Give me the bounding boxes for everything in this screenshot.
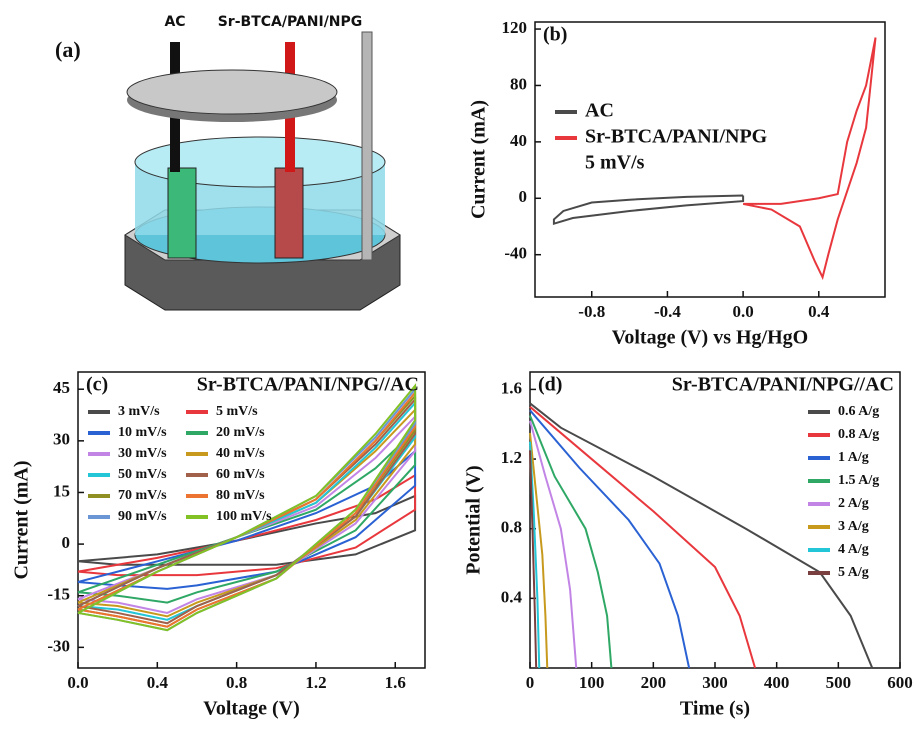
legend-label: 80 mV/s [216, 488, 265, 503]
y-tick-label: 1.2 [501, 448, 522, 467]
x-axis-label: Voltage (V) [203, 698, 299, 720]
y-tick-label: 45 [53, 378, 70, 397]
lid [126, 69, 338, 115]
y-axis-label: Current (mA) [11, 460, 33, 579]
x-tick-label: 0.4 [808, 302, 830, 321]
panel: -0.8 -0.4 0.0 0.4 -40 0 40 80 120 Voltage (V) vs … [468, 18, 886, 349]
series-line [529, 432, 549, 669]
legend-label: 0.6 A/g [838, 404, 879, 419]
x-tick-label: 300 [702, 673, 728, 692]
y-tick-label: 0.8 [501, 518, 522, 537]
series-line [529, 406, 757, 669]
chart-title: Sr-BTCA/PANI/NPG//AC [672, 374, 894, 396]
series-line [77, 448, 417, 590]
y-tick-label: 80 [510, 74, 527, 93]
legend-label: 20 mV/s [216, 425, 265, 440]
electrode-composite [274, 167, 304, 259]
x-tick-label: 0.0 [67, 673, 88, 692]
plot-frame [534, 21, 886, 298]
x-tick-label: -0.4 [654, 302, 681, 321]
series-line [529, 420, 578, 669]
x-tick-label: 1.6 [385, 673, 406, 692]
legend-label: 40 mV/s [216, 446, 265, 461]
series-line [529, 402, 874, 669]
y-tick-label: -15 [47, 585, 70, 604]
reference-electrode [361, 31, 373, 261]
x-tick-label: 400 [764, 673, 790, 692]
series-line [529, 415, 613, 669]
series-line [742, 37, 877, 281]
panel: 0.0 0.4 0.8 1.2 1.6 -30 -15 0 15 30 45 Voltage (V) C… [11, 371, 426, 720]
legend-label: 90 mV/s [118, 509, 167, 524]
series-line [552, 194, 745, 226]
legend-label: 1 A/g [838, 450, 869, 465]
panel-label: (b) [543, 24, 567, 46]
chart-title: Sr-BTCA/PANI/NPG//AC [197, 374, 419, 396]
legend-label: 3 A/g [838, 519, 869, 534]
panel-label: (a) [55, 37, 81, 62]
legend-label: Sr-BTCA/PANI/NPG [585, 126, 768, 148]
legend-label: AC [585, 100, 614, 122]
x-tick-label: 0 [526, 673, 535, 692]
x-tick-label: 0.4 [147, 673, 169, 692]
legend-label: 5 A/g [838, 565, 869, 580]
y-tick-label: 1.6 [501, 378, 522, 397]
series-line [529, 409, 691, 669]
legend-label: 3 mV/s [118, 404, 160, 419]
x-tick-label: 500 [826, 673, 852, 692]
annotation: 5 mV/s [585, 152, 645, 174]
y-tick-label: 0.4 [501, 587, 523, 606]
y-tick-label: 120 [502, 18, 528, 37]
panel-label: (d) [538, 374, 562, 396]
electrode-label: Sr-BTCA/PANI/NPG [218, 14, 363, 30]
y-tick-label: 30 [53, 430, 70, 449]
legend-label: 60 mV/s [216, 467, 265, 482]
y-tick-label: 0 [519, 187, 528, 206]
plot-frame [77, 371, 426, 669]
cell-illustration: (a) AC Sr-BTCA/PANI/NPG [55, 14, 401, 311]
x-tick-label: 0.0 [732, 302, 753, 321]
legend-label: 50 mV/s [118, 467, 167, 482]
legend-label: 70 mV/s [118, 488, 167, 503]
legend-label: 5 mV/s [216, 404, 258, 419]
x-tick-label: 600 [887, 673, 913, 692]
series-line [77, 382, 417, 632]
electrolyte-top [134, 136, 386, 188]
y-tick-label: 0 [62, 533, 71, 552]
legend-label: 0.8 A/g [838, 427, 879, 442]
x-tick-label: -0.8 [578, 302, 605, 321]
series-line [529, 450, 538, 669]
panel: 0 100 200 300 400 500 600 0.4 0.8 1.2 1.6 Time (s) P… [463, 371, 913, 720]
y-axis-label: Current (mA) [468, 100, 490, 219]
legend-label: 1.5 A/g [838, 473, 879, 488]
x-tick-label: 200 [641, 673, 667, 692]
panel-label: (c) [86, 374, 108, 396]
y-tick-label: -30 [47, 636, 70, 655]
y-tick-label: 15 [53, 481, 70, 500]
electrode-ac [167, 167, 197, 259]
legend-label: 10 mV/s [118, 425, 167, 440]
y-axis-label: Potential (V) [463, 465, 485, 574]
y-tick-label: -40 [504, 244, 527, 263]
x-axis-label: Time (s) [680, 698, 750, 720]
x-tick-label: 100 [579, 673, 605, 692]
x-tick-label: 0.8 [226, 673, 247, 692]
x-tick-label: 1.2 [305, 673, 326, 692]
legend-label: 2 A/g [838, 496, 869, 511]
y-tick-label: 40 [510, 131, 527, 150]
electrode-label: AC [164, 14, 185, 30]
legend-label: 30 mV/s [118, 446, 167, 461]
legend-label: 4 A/g [838, 542, 869, 557]
series-line [529, 441, 541, 669]
legend-label: 100 mV/s [216, 509, 272, 524]
x-axis-label: Voltage (V) vs Hg/HgO [612, 327, 808, 349]
